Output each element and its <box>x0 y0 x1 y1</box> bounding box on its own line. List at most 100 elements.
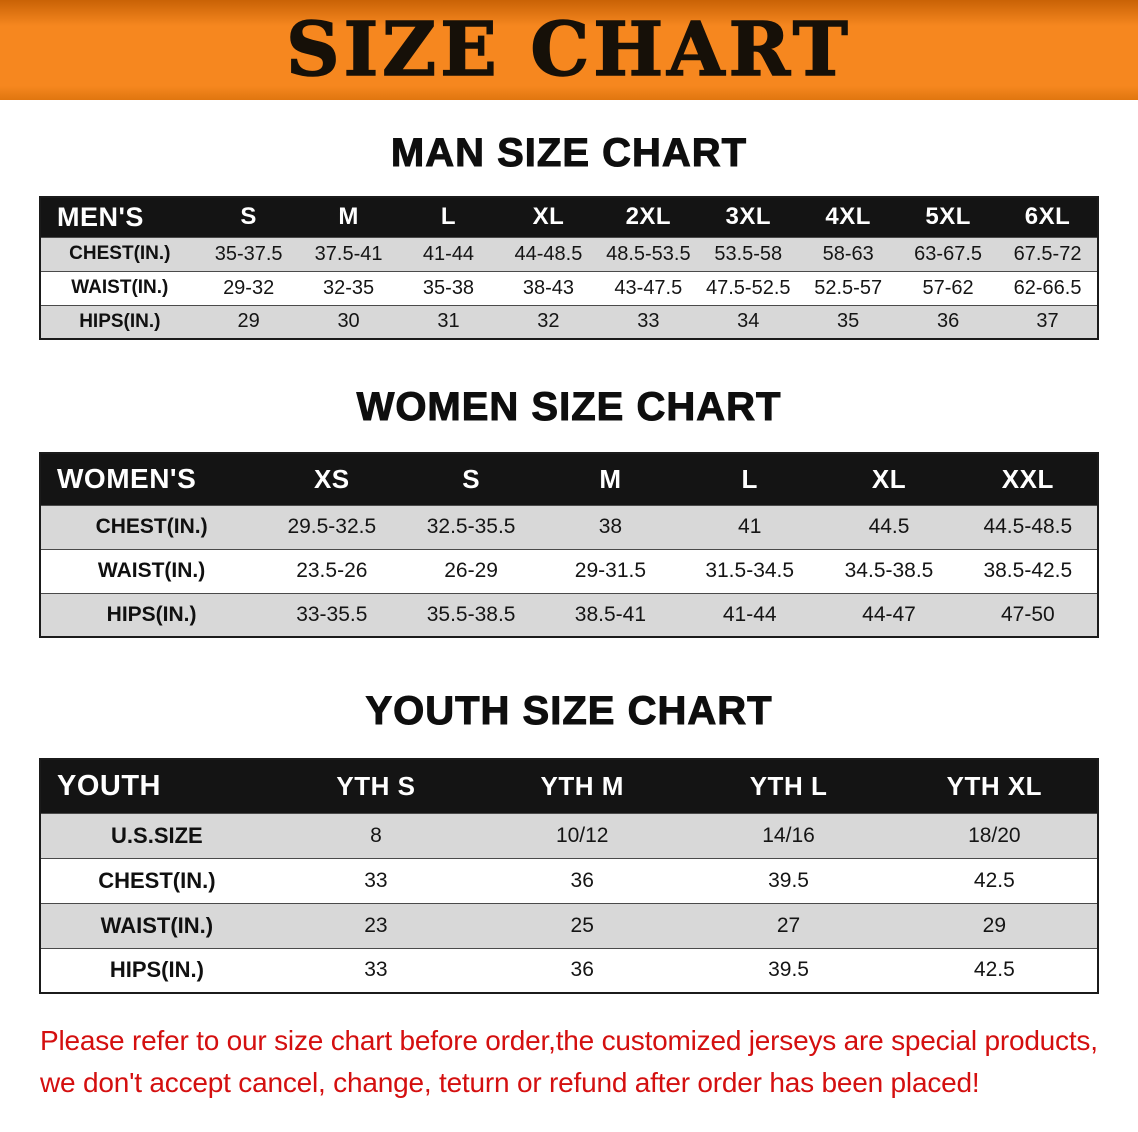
column-header: XL <box>871 463 907 494</box>
women-size-section: WOMEN SIZE CHART WOMEN'S XS S M L XL XXL CHEST(… <box>0 384 1138 638</box>
table-row: WAIST(IN.) 29-32 32-35 35-38 38-43 43-47.5 47.… <box>40 271 1098 305</box>
table-row: HIPS(IN.) 33-35.5 35.5-38.5 38.5-41 41-44 44-… <box>40 593 1098 637</box>
table-cell: 37 <box>1036 310 1059 333</box>
table-row: WAIST(IN.) 23.5-26 26-29 29-31.5 31.5-34.5 34… <box>40 549 1098 593</box>
table-cell: 47-50 <box>1000 602 1055 626</box>
table-cell: 41-44 <box>422 242 475 265</box>
page-title: SIZE CHART <box>285 7 852 93</box>
table-corner-label: MEN'S <box>57 201 144 232</box>
banner: SIZE CHART <box>0 0 1138 100</box>
row-label: CHEST(IN.) <box>95 515 208 538</box>
table-cell: 63-67.5 <box>914 242 983 265</box>
table-cell: 44.5 <box>868 515 910 538</box>
column-header: YTH L <box>749 770 828 801</box>
table-cell: 32.5-35.5 <box>426 515 516 538</box>
table-cell: 52.5-57 <box>814 276 883 299</box>
column-header: 5XL <box>925 203 971 231</box>
table-cell: 44-47 <box>862 602 916 626</box>
table-cell: 36 <box>570 958 594 982</box>
table-cell: 18/20 <box>968 823 1021 847</box>
table-cell: 30 <box>337 310 360 333</box>
table-cell: 42.5 <box>973 868 1015 892</box>
table-cell: 38.5-42.5 <box>983 559 1073 582</box>
row-label: U.S.SIZE <box>111 822 203 848</box>
table-cell: 38-43 <box>522 276 574 299</box>
table-header-row: WOMEN'S XS S M L XL XXL <box>40 453 1098 505</box>
table-cell: 31 <box>437 310 460 333</box>
men-size-table: MEN'S S M L XL 2XL 3XL 4XL 5XL 6XL CHEST(IN.) 35-37… <box>39 196 1099 340</box>
table-corner-label: WOMEN'S <box>57 463 197 495</box>
table-cell: 35.5-38.5 <box>426 602 516 626</box>
table-cell: 34 <box>737 310 760 333</box>
table-cell: 41-44 <box>722 602 777 626</box>
table-cell: 35 <box>837 310 860 333</box>
table-row: HIPS(IN.) 33 36 39.5 42.5 <box>40 948 1098 993</box>
column-header: 3XL <box>725 203 772 231</box>
row-label: WAIST(IN.) <box>71 277 169 298</box>
table-header-row: MEN'S S M L XL 2XL 3XL 4XL 5XL 6XL <box>40 197 1098 237</box>
table-cell: 67.5-72 <box>1013 242 1082 265</box>
table-cell: 36 <box>936 310 960 333</box>
column-header: M <box>599 463 622 494</box>
table-cell: 47.5-52.5 <box>706 276 791 299</box>
column-header: M <box>338 203 359 231</box>
table-cell: 14/16 <box>762 823 815 847</box>
table-cell: 33-35.5 <box>296 602 368 626</box>
column-header: S <box>240 203 257 231</box>
table-cell: 34.5-38.5 <box>844 559 934 582</box>
column-header: L <box>440 203 457 231</box>
row-label: CHEST(IN.) <box>69 243 171 264</box>
table-cell: 26-29 <box>444 559 498 582</box>
table-cell: 43-47.5 <box>614 276 683 299</box>
table-corner-label: YOUTH <box>57 769 161 802</box>
footer-line-wrap: Please refer to our size chart before or… <box>40 1020 1098 1062</box>
youth-size-section: YOUTH SIZE CHART YOUTH YTH S YTH M YTH L YTH… <box>0 688 1138 994</box>
table-cell: 38 <box>598 515 623 538</box>
women-size-table: WOMEN'S XS S M L XL XXL CHEST(IN.) 29.5-32.5 32.5… <box>39 452 1099 638</box>
table-cell: 48.5-53.5 <box>606 242 691 265</box>
table-cell: 44.5-48.5 <box>983 515 1073 538</box>
table-row: CHEST(IN.) 29.5-32.5 32.5-35.5 38 41 44.5 44.5… <box>40 505 1098 549</box>
table-cell: 33 <box>637 310 660 333</box>
table-cell: 29.5-32.5 <box>287 515 377 538</box>
table-cell: 32-35 <box>322 276 375 299</box>
table-cell: 32 <box>537 310 560 333</box>
table-cell: 31.5-34.5 <box>705 559 795 582</box>
table-header-row: YOUTH YTH S YTH M YTH L YTH XL <box>40 759 1098 813</box>
row-label: WAIST(IN.) <box>97 559 206 582</box>
row-label: HIPS(IN.) <box>79 310 161 332</box>
table-cell: 8 <box>370 823 382 847</box>
table-row: U.S.SIZE 8 10/12 14/16 18/20 <box>40 813 1098 858</box>
row-label: HIPS(IN.) <box>109 957 204 983</box>
column-header: YTH M <box>540 770 624 801</box>
table-cell: 23 <box>364 913 388 937</box>
column-header: L <box>741 463 758 494</box>
table-cell: 29-31.5 <box>574 559 647 582</box>
table-cell: 27 <box>776 913 801 937</box>
table-cell: 38.5-41 <box>574 602 647 626</box>
row-label: CHEST(IN.) <box>98 867 216 893</box>
table-cell: 29 <box>982 913 1007 937</box>
footer-line-1: Please refer to our size chart before or… <box>40 1025 1098 1056</box>
table-cell: 39.5 <box>768 958 809 982</box>
column-header: XS <box>313 463 350 494</box>
table-cell: 29 <box>237 310 260 333</box>
table-row: WAIST(IN.) 23 25 27 29 <box>40 903 1098 948</box>
women-section-heading: WOMEN SIZE CHART <box>356 385 782 430</box>
table-cell: 53.5-58 <box>714 242 783 265</box>
footer-note: Please refer to our size chart before or… <box>0 1020 1138 1104</box>
footer-line-2: we don't accept cancel, change, teturn o… <box>40 1067 980 1098</box>
row-label: WAIST(IN.) <box>100 912 214 938</box>
table-cell: 23.5-26 <box>296 559 368 582</box>
table-cell: 37.5-41 <box>314 242 383 265</box>
table-cell: 25 <box>570 913 594 937</box>
table-cell: 10/12 <box>555 823 609 847</box>
table-cell: 57-62 <box>922 276 974 299</box>
table-cell: 35-38 <box>422 276 475 299</box>
table-row: CHEST(IN.) 35-37.5 37.5-41 41-44 44-48.5 48.5… <box>40 237 1098 271</box>
men-size-section: MAN SIZE CHART MEN'S S M L XL 2XL 3XL 4XL 5XL 6XL… <box>0 130 1138 340</box>
youth-size-table: YOUTH YTH S YTH M YTH L YTH XL U.S.SIZE 8 10/12… <box>39 758 1099 994</box>
row-label: HIPS(IN.) <box>106 602 197 626</box>
table-cell: 33 <box>364 868 388 892</box>
youth-section-heading: YOUTH SIZE CHART <box>365 689 773 734</box>
